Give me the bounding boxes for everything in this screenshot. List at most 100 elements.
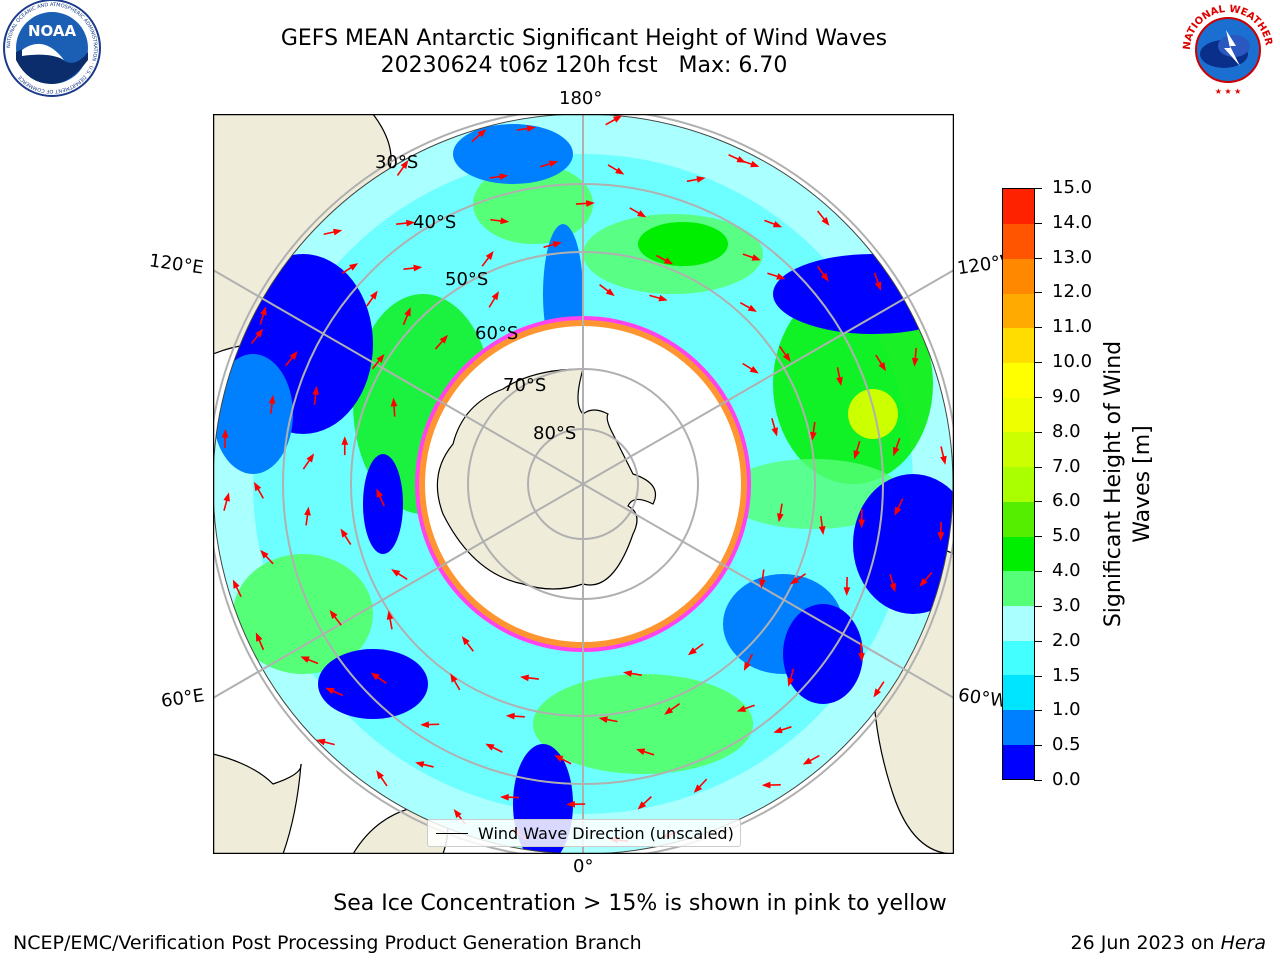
wind-arrow-head xyxy=(663,257,674,265)
wind-arrow-head xyxy=(223,492,230,502)
colorbar-segment xyxy=(1003,744,1034,780)
date-text: 26 Jun 2023 on Hera xyxy=(1071,932,1266,954)
wind-arrow-head xyxy=(439,334,448,344)
wind-arrow-head xyxy=(605,288,615,297)
wind-arrow-head xyxy=(787,677,794,687)
colorbar-tick-label: 11.0 xyxy=(1052,316,1093,338)
colorbar xyxy=(1002,188,1035,780)
wind-arrow-head xyxy=(637,801,647,810)
colorbar-segment xyxy=(1003,223,1034,259)
wind-arrow-head xyxy=(771,427,778,437)
colorbar-segment xyxy=(1003,258,1034,294)
antarctica-land xyxy=(436,368,657,590)
wind-arrow-head xyxy=(340,528,349,538)
wind-arrow-head xyxy=(499,173,509,180)
wind-arrow-head xyxy=(526,125,536,132)
colorbar-tick xyxy=(1034,640,1042,642)
map-legend: Wind Wave Direction (unscaled) xyxy=(427,819,741,847)
colorbar-tick xyxy=(1034,571,1042,573)
map-canvas xyxy=(213,114,954,854)
wind-arrow-head xyxy=(637,210,647,218)
wind-arrow-head xyxy=(491,291,499,301)
wind-arrow-head xyxy=(485,743,495,751)
lat-label-40s: 40°S xyxy=(413,212,457,233)
date-prefix: 26 Jun 2023 on xyxy=(1070,932,1221,954)
wind-arrow-head xyxy=(260,306,267,316)
machine-name: Hera xyxy=(1220,932,1266,954)
colorbar-tick-label: 7.0 xyxy=(1052,455,1081,477)
noaa-logo: NOAA NATIONAL OCEANIC AND ATMOSPHERIC AD… xyxy=(3,0,101,97)
wind-arrow-head xyxy=(747,304,757,312)
credit-text: NCEP/EMC/Verification Post Processing Pr… xyxy=(13,932,642,954)
wind-arrow-head xyxy=(818,525,826,535)
wind-arrow-head xyxy=(858,519,866,529)
colorbar-tick xyxy=(1034,188,1042,189)
wind-arrow-head xyxy=(461,636,470,646)
colorbar-tick xyxy=(1034,745,1042,747)
wind-arrow-head xyxy=(843,587,851,596)
legend-line-swatch xyxy=(436,832,468,834)
colorbar-segment xyxy=(1003,605,1034,641)
wind-arrow-head xyxy=(623,670,633,677)
wind-arrow-head xyxy=(306,453,315,463)
svg-text:★ ★ ★: ★ ★ ★ xyxy=(1215,87,1242,96)
wind-arrow-head xyxy=(919,577,928,587)
colorbar-tick xyxy=(1034,501,1042,503)
colorbar-tick-label: 0.5 xyxy=(1052,734,1081,756)
wind-arrow-head xyxy=(376,488,383,498)
wind-arrow-head xyxy=(329,610,338,619)
wind-arrow-head xyxy=(300,656,310,663)
wind-arrow-head xyxy=(268,394,276,404)
wind-arrow-head xyxy=(552,241,562,248)
wind-arrow-head xyxy=(810,431,817,441)
wind-arrow-head xyxy=(615,167,625,175)
colorbar-tick-label: 2.0 xyxy=(1052,629,1081,651)
lon-label-0: 0° xyxy=(573,856,594,877)
wind-arrow-head xyxy=(821,216,830,226)
wind-arrow-head xyxy=(750,160,760,168)
colorbar-tick-label: 10.0 xyxy=(1052,351,1093,373)
wind-arrow-head xyxy=(221,428,229,438)
colorbar-tick-label: 4.0 xyxy=(1052,560,1081,582)
wind-arrow-head xyxy=(325,687,335,695)
wind-arrow-head xyxy=(255,632,263,642)
lat-label-50s: 50°S xyxy=(445,269,489,290)
wind-arrow-head xyxy=(554,755,564,763)
colorbar-tick-label: 0.0 xyxy=(1052,769,1081,790)
wind-arrow-head xyxy=(500,793,509,801)
wind-arrow-head xyxy=(836,376,843,386)
wind-arrow-head xyxy=(232,579,240,589)
wind-arrow-head xyxy=(802,757,812,765)
colorbar-tick-label: 9.0 xyxy=(1052,385,1081,407)
wind-arrow-head xyxy=(789,576,800,585)
wind-arrow-head xyxy=(937,532,945,541)
colorbar-tick xyxy=(1034,292,1042,294)
colorbar-tick-label: 5.0 xyxy=(1052,525,1081,547)
wind-arrow-head xyxy=(878,361,886,372)
lat-label-80s: 80°S xyxy=(533,423,577,444)
colorbar-segment xyxy=(1003,189,1034,225)
wind-arrow-head xyxy=(390,397,398,407)
wind-arrow-head xyxy=(940,455,947,465)
lat-label-30s: 30°S xyxy=(375,152,419,173)
lat-label-70s: 70°S xyxy=(503,375,547,396)
colorbar-tick xyxy=(1034,466,1042,468)
colorbar-tick xyxy=(1034,431,1042,433)
wind-arrow-head xyxy=(613,115,623,123)
wind-arrow-head xyxy=(519,674,529,682)
wind-arrow-head xyxy=(894,506,902,516)
colorbar-segment xyxy=(1003,536,1034,572)
wind-arrow-head xyxy=(477,129,487,138)
sea-ice-note: Sea Ice Concentration > 15% is shown in … xyxy=(333,891,947,916)
africa-land xyxy=(213,753,302,854)
lon-label-60e: 60°E xyxy=(159,685,206,712)
wind-arrow-head xyxy=(873,688,882,698)
colorbar-segment xyxy=(1003,327,1034,364)
wind-arrow-head xyxy=(893,446,900,457)
wind-arrow-head xyxy=(773,726,783,734)
wind-arrow-head xyxy=(391,569,401,577)
chart-title-line1: GEFS MEAN Antarctic Significant Height o… xyxy=(280,26,888,51)
colorbar-segment xyxy=(1003,674,1034,711)
wind-arrow-head xyxy=(761,781,771,789)
wind-arrow-head xyxy=(341,436,349,445)
